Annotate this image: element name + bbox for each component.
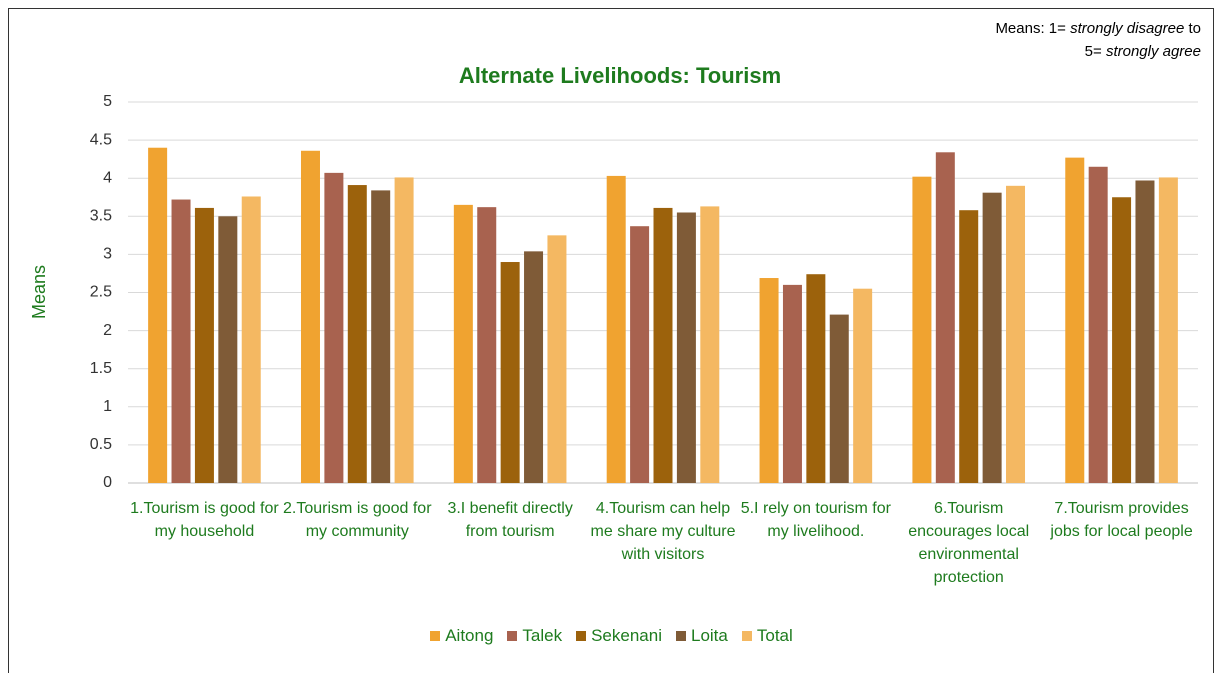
bar [347, 185, 367, 484]
y-tick-label: 1.5 [90, 360, 112, 377]
bar [759, 278, 779, 483]
bar [782, 284, 802, 483]
y-tick-label: 3.5 [90, 208, 112, 225]
legend: Aitong Talek Sekenani Loita Total [0, 626, 1223, 646]
y-tick-label: 0 [103, 474, 112, 491]
legend-swatch [741, 631, 752, 641]
annotation: Means: 1= strongly disagree to 5= strongl… [995, 17, 1201, 63]
bar [912, 176, 932, 483]
y-tick-label: 2 [103, 322, 112, 339]
bar [1088, 166, 1108, 483]
bar [218, 216, 238, 484]
bar [806, 274, 826, 483]
chart-border [8, 8, 1214, 673]
note-text: strongly agree [1105, 43, 1201, 60]
y-tick-label: 1 [103, 398, 112, 415]
legend-swatch [507, 631, 518, 641]
bar [853, 288, 873, 483]
legend-item: Talek [507, 626, 562, 646]
legend-swatch [576, 631, 587, 641]
x-tick-label: 7.Tourism provides jobs for local people [1050, 500, 1193, 540]
bar [676, 212, 696, 484]
y-axis-label: Means [29, 265, 49, 319]
bar [477, 207, 497, 483]
bar [300, 150, 320, 483]
chart-title: Alternate Livelihoods: Tourism [459, 63, 781, 88]
legend-label: Loita [690, 626, 728, 645]
note-text: strongly disagree [1070, 20, 1185, 37]
bar [982, 192, 1002, 484]
y-tick-label: 2.5 [90, 284, 112, 301]
legend-label: Total [756, 626, 793, 645]
x-tick-label: 2.Tourism is good for my community [283, 500, 432, 540]
bar [1006, 185, 1026, 483]
legend-item: Total [741, 626, 793, 646]
x-tick-label: 5.I rely on tourism for my livelihood. [740, 500, 891, 540]
legend-item: Aitong [430, 626, 493, 646]
x-tick-label: 1.Tourism is good for my household [130, 500, 279, 540]
bar [171, 199, 191, 483]
bar [1112, 197, 1132, 483]
y-tick-label: 4 [103, 169, 112, 186]
bar [148, 147, 168, 483]
x-tick-label: 6.Tourism encourages local environmental… [908, 500, 1030, 586]
legend-label: Sekenani [591, 626, 662, 645]
note-text: to [1184, 20, 1201, 37]
bar [324, 172, 344, 483]
legend-item: Loita [675, 626, 728, 646]
legend-item: Sekenani [576, 626, 662, 646]
bar [547, 235, 567, 483]
y-tick-label: 0.5 [90, 436, 112, 453]
y-tick-label: 3 [103, 246, 112, 263]
bar [371, 190, 391, 483]
bar [524, 251, 544, 483]
bar [500, 262, 520, 483]
legend-swatch [430, 631, 441, 641]
bar [935, 152, 955, 484]
bar [959, 210, 979, 484]
bar [829, 314, 849, 483]
legend-label: Aitong [445, 626, 494, 645]
bar [630, 226, 650, 483]
y-tick-label: 4.5 [90, 131, 112, 148]
bar [394, 177, 414, 484]
bar [241, 196, 261, 483]
legend-label: Talek [522, 626, 563, 645]
bar [194, 207, 214, 483]
bar [700, 206, 720, 484]
bar [1065, 157, 1085, 483]
bar [653, 207, 673, 483]
bar [453, 204, 473, 483]
y-tick-label: 5 [103, 93, 112, 110]
note-text: Means: 1= [995, 20, 1071, 37]
bar [606, 175, 626, 483]
x-tick-label: 4.Tourism can help me share my culture w… [590, 500, 736, 563]
note-text: 5= [1084, 43, 1106, 60]
legend-swatch [675, 631, 686, 641]
bar [1135, 180, 1155, 483]
bar [1158, 177, 1178, 484]
x-tick-label: 3.I benefit directly from tourism [447, 500, 573, 540]
